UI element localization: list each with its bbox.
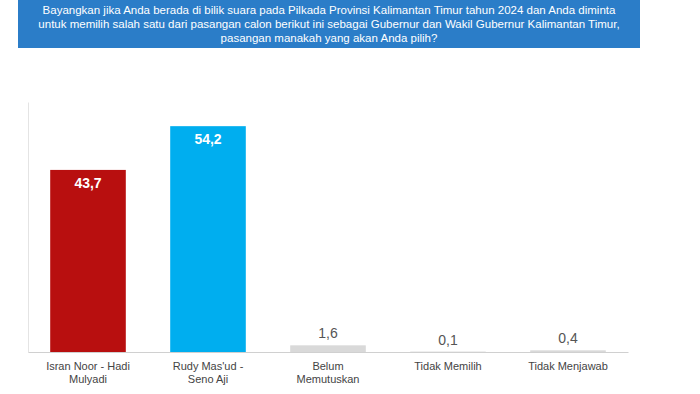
x-axis-line <box>29 352 629 353</box>
y-axis-line <box>28 103 29 353</box>
y-axis <box>28 103 29 353</box>
x-tick: Isran Noor - HadiMulyadi <box>46 352 130 385</box>
data-labels: 43,7 54,2 1,6 0,1 0,4 <box>74 131 578 347</box>
chart: Isran Noor - HadiMulyadi Rudy Mas'ud -Sen… <box>0 0 700 394</box>
x-axis: Isran Noor - HadiMulyadi Rudy Mas'ud -Sen… <box>29 352 629 385</box>
data-label: 0,1 <box>438 332 458 348</box>
x-tick-label: Isran Noor - HadiMulyadi <box>46 360 130 385</box>
bar <box>530 350 606 352</box>
x-tick-label: Tidak Menjawab <box>528 360 608 372</box>
data-label: 1,6 <box>318 325 338 341</box>
bar <box>170 126 246 352</box>
title: Bayangkan jika Anda berada di bilik suar… <box>28 3 630 45</box>
x-tick: Rudy Mas'ud -Seno Aji <box>173 352 244 385</box>
title-box: Bayangkan jika Anda berada di bilik suar… <box>18 0 640 48</box>
x-tick-label: Tidak Memilih <box>414 360 481 372</box>
x-tick: Tidak Menjawab <box>528 352 608 372</box>
bar <box>50 170 126 352</box>
x-tick: Tidak Memilih <box>414 352 481 372</box>
bar <box>410 351 486 352</box>
x-tick-label: Rudy Mas'ud -Seno Aji <box>173 360 244 385</box>
data-label: 0,4 <box>558 330 578 346</box>
x-tick-label: BelumMemutuskan <box>297 360 360 385</box>
x-tick: BelumMemutuskan <box>297 352 360 385</box>
bars <box>50 126 606 352</box>
bar <box>290 345 366 352</box>
data-label: 54,2 <box>194 131 221 147</box>
data-label: 43,7 <box>74 175 101 191</box>
